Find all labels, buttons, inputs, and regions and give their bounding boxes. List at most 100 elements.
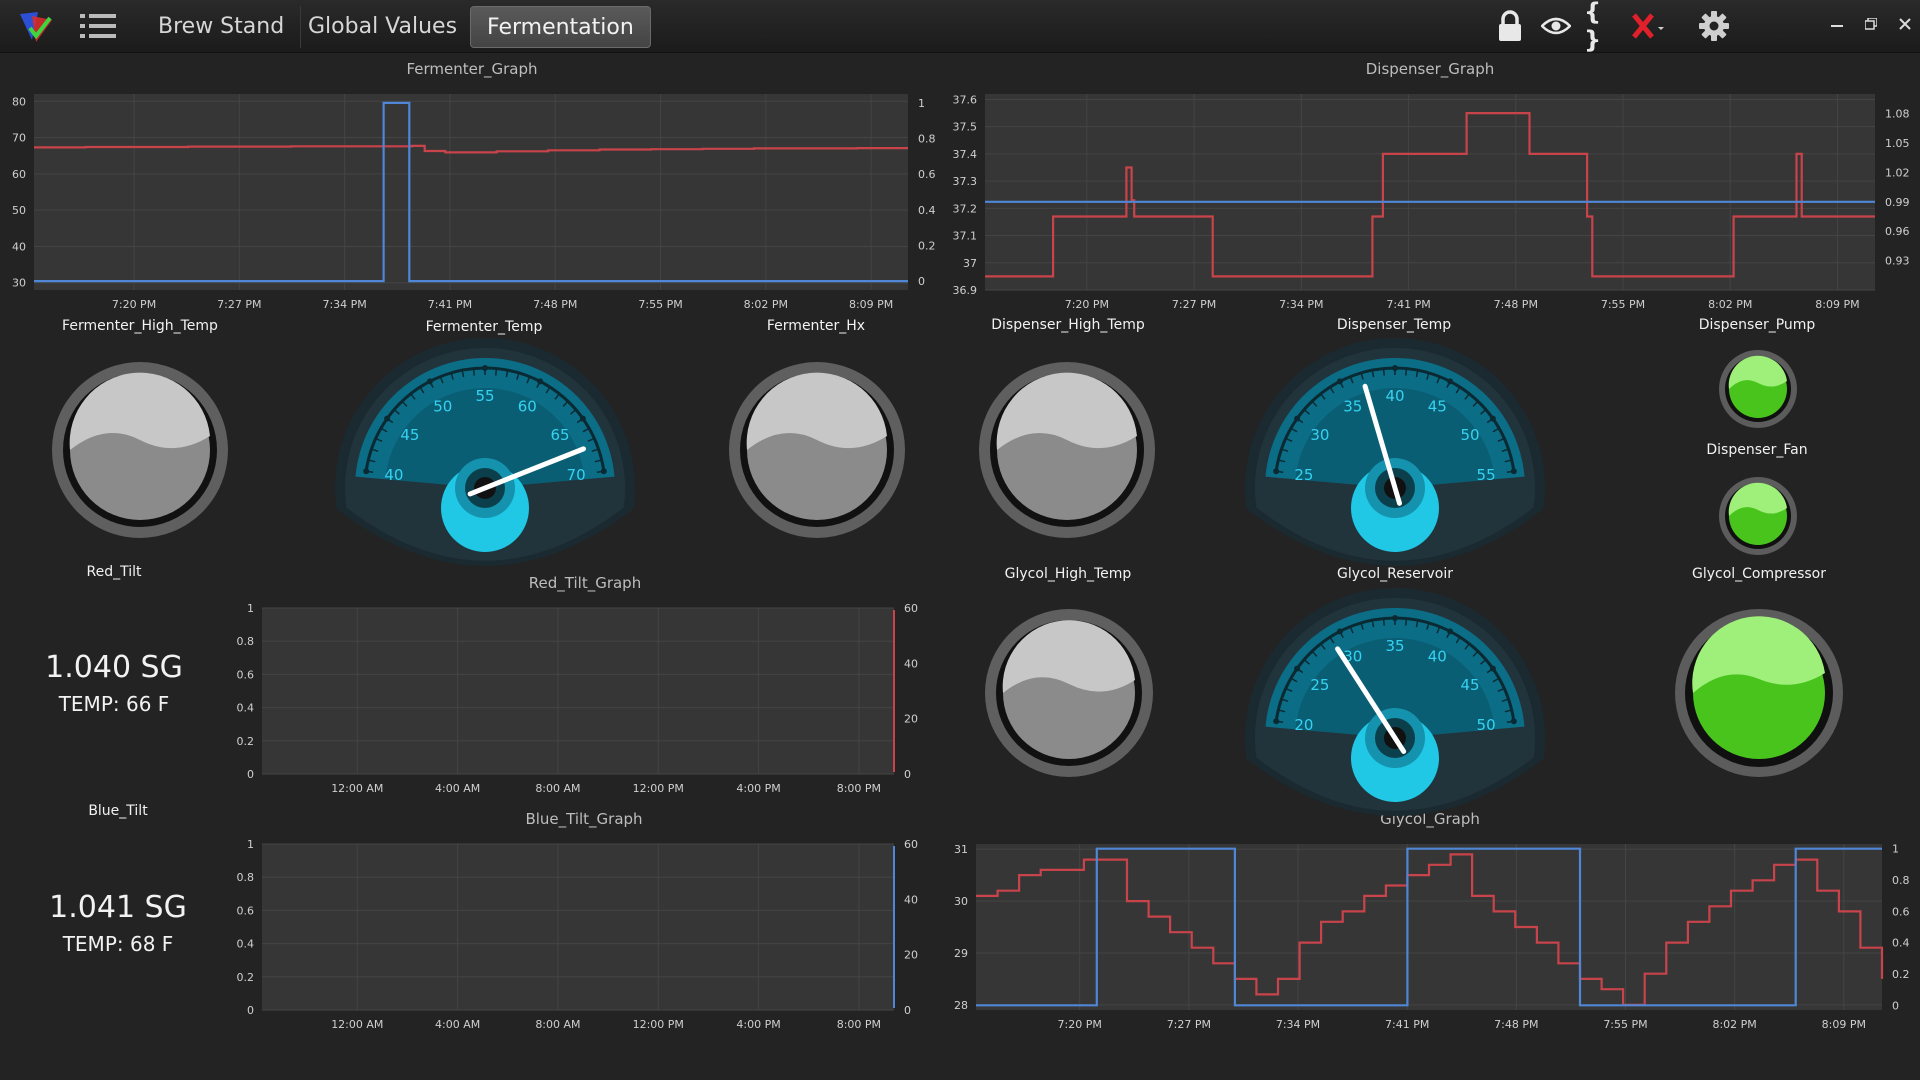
gauge-minor-tick: [1497, 437, 1505, 443]
gauge-major-tick: [1294, 665, 1301, 672]
gauge-tick-label: 50: [433, 397, 452, 415]
y-left-tick-label: 30: [954, 895, 968, 908]
top-bar: Brew Stand Global Values Fermentation { …: [0, 0, 1920, 54]
y-left-tick-label: 0: [247, 1004, 254, 1017]
gauge-minor-tick: [1426, 372, 1430, 380]
tab-global-values[interactable]: Global Values: [292, 6, 475, 48]
gauge-minor-tick: [1426, 622, 1430, 630]
x-tick-label: 7:55 PM: [638, 298, 682, 311]
series-line: [34, 101, 908, 283]
glycol-high-temp-indicator: [985, 609, 1153, 777]
x-tick-label: 8:09 PM: [1815, 298, 1859, 311]
y-right-tick-label: 0: [904, 1004, 911, 1017]
x-tick-label: 8:02 PM: [1712, 1018, 1756, 1031]
gauge-minor-tick: [1497, 687, 1505, 693]
gauge-tick-label: 25: [1310, 676, 1329, 694]
gauge-minor-tick: [1405, 368, 1408, 376]
dispenser-fan-label: Dispenser_Fan: [1706, 442, 1808, 458]
y-left-tick-label: 0.2: [237, 971, 255, 984]
gauge-minor-tick: [1504, 459, 1512, 463]
dispenser-high-temp-indicator: [979, 362, 1155, 538]
y-left-tick-label: 0.6: [237, 904, 255, 917]
tab-fermentation[interactable]: Fermentation: [470, 6, 651, 48]
red-tilt-graph[interactable]: 12:00 AM 4:00 AM 8:00 AM 12:00 PM 4:00 PM 8:0…: [220, 600, 940, 800]
gauge-minor-tick: [380, 427, 388, 433]
y-left-tick-label: 0.2: [237, 735, 255, 748]
gauge-major-tick: [1447, 378, 1454, 385]
gauge-minor-tick: [1382, 368, 1385, 376]
gauge-major-tick: [1510, 468, 1517, 475]
gauge-major-tick: [600, 468, 607, 475]
gauge-minor-tick: [1303, 659, 1310, 665]
x-tick-label: 8:09 PM: [1822, 1018, 1866, 1031]
gauge-minor-tick: [1290, 427, 1298, 433]
gauge-minor-tick: [587, 437, 595, 443]
lock-icon[interactable]: [1492, 8, 1528, 44]
red-tilt-temp-value: TEMP: 66 F: [58, 692, 170, 716]
red-tilt-label: Red_Tilt: [86, 564, 142, 580]
restore-icon[interactable]: [1859, 12, 1883, 36]
gauge-minor-tick: [1501, 698, 1509, 703]
y-left-tick-label: 37.6: [953, 93, 978, 106]
gauge-minor-tick: [1349, 626, 1354, 634]
gauge-minor-tick: [545, 386, 551, 394]
dispenser-pump-led: [1719, 350, 1797, 428]
gauge-tick-label: 55: [475, 387, 494, 405]
x-tick-label: 4:00 AM: [435, 782, 480, 795]
fermenter-high-temp-indicator: [52, 362, 228, 538]
y-right-tick-label: 40: [904, 893, 918, 906]
gauge-minor-tick: [1360, 622, 1364, 630]
gauge-inner: [385, 387, 585, 488]
tab-brew-stand[interactable]: Brew Stand: [142, 6, 302, 48]
x-tick-label: 7:20 PM: [1058, 1018, 1102, 1031]
gear-icon[interactable]: [1696, 8, 1732, 44]
gauge-minor-tick: [1311, 650, 1318, 657]
eye-icon[interactable]: [1538, 8, 1574, 44]
x-tick-label: 7:34 PM: [1279, 298, 1323, 311]
gauge-tick-label: 60: [518, 397, 537, 415]
plot-area: [262, 844, 894, 1010]
gauge-minor-tick: [1472, 650, 1479, 657]
y-left-tick-label: 1: [247, 602, 254, 615]
gauge-tick-label: 45: [400, 426, 419, 444]
gauge-tick-label: 40: [384, 466, 403, 484]
menu-list-icon[interactable]: [80, 12, 116, 40]
y-right-tick-label: 0.96: [1885, 225, 1910, 238]
gauge-minor-tick: [1480, 409, 1487, 415]
x-tick-label: 8:09 PM: [849, 298, 893, 311]
gauge-tick-label: 55: [1477, 466, 1496, 484]
y-right-tick-label: 0.4: [1892, 937, 1910, 950]
y-left-tick-label: 1: [247, 838, 254, 851]
window-close-icon[interactable]: [1893, 12, 1917, 36]
gauge-minor-tick: [419, 386, 425, 394]
blue-tilt-graph[interactable]: 12:00 AM 4:00 AM 8:00 AM 12:00 PM 4:00 PM 8:0…: [220, 836, 940, 1036]
y-right-tick-label: 0: [904, 768, 911, 781]
x-tick-label: 7:55 PM: [1601, 298, 1645, 311]
braces-icon[interactable]: { }: [1584, 0, 1620, 54]
x-tick-label: 7:41 PM: [1386, 298, 1430, 311]
plot-area: [34, 94, 908, 290]
y-right-tick-label: 1.05: [1885, 137, 1910, 150]
gauge-minor-tick: [495, 368, 498, 376]
gauge-tick-label: 20: [1294, 716, 1313, 734]
dispenser-graph[interactable]: 7:20 PM 7:27 PM 7:34 PM 7:41 PM 7:48 PM 7:55 …: [945, 86, 1920, 316]
gauge-minor-tick: [1415, 620, 1419, 628]
minimize-icon[interactable]: [1825, 12, 1849, 36]
glycol-graph[interactable]: 7:20 PM 7:27 PM 7:34 PM 7:41 PM 7:48 PM 7:55 …: [940, 836, 1920, 1036]
gauge-minor-tick: [1472, 400, 1479, 407]
gauge-minor-tick: [562, 400, 569, 407]
y-left-tick-label: 37.3: [953, 175, 978, 188]
gauge-major-tick: [537, 378, 544, 385]
close-x-icon[interactable]: [1630, 8, 1666, 44]
gauge-minor-tick: [1464, 643, 1470, 650]
y-left-tick-label: 30: [12, 277, 26, 290]
gauge-major-tick: [1489, 665, 1496, 672]
gauge-minor-tick: [450, 372, 454, 380]
fermenter-graph[interactable]: 7:20 PM 7:27 PM 7:34 PM 7:41 PM 7:48 PM 7:55 …: [0, 86, 940, 316]
gauge-minor-tick: [526, 376, 531, 384]
gauge-minor-tick: [1281, 698, 1289, 703]
gauge-minor-tick: [1349, 376, 1354, 384]
gauge-minor-tick: [393, 409, 400, 415]
x-tick-label: 8:00 AM: [535, 1018, 580, 1031]
